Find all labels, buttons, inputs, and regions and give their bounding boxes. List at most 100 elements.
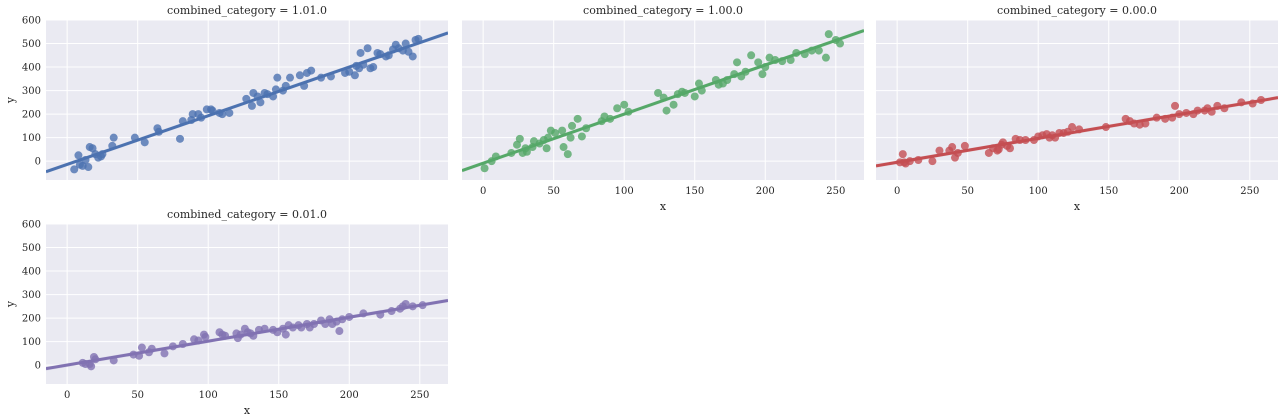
scatter-point	[363, 44, 372, 53]
panel-title: combined_category = 1.00.0	[583, 4, 743, 17]
scatter-point	[563, 150, 572, 159]
scatter-point	[654, 88, 663, 97]
scatter-point	[754, 58, 763, 67]
panel-title: combined_category = 0.01.0	[167, 208, 327, 221]
plot-content	[46, 298, 448, 371]
y-tick-label: 400	[22, 267, 41, 278]
x-tick-label: 50	[131, 390, 144, 401]
x-tick-label: 100	[615, 186, 634, 197]
regression-line	[876, 96, 1278, 168]
scatter-point	[928, 157, 937, 166]
scatter-point	[350, 71, 359, 80]
scatter-point	[256, 98, 265, 107]
y-tick-label: 300	[22, 86, 41, 97]
scatter-point	[662, 106, 671, 115]
x-tick-label: 0	[894, 186, 900, 197]
y-tick-label: 100	[22, 133, 41, 144]
scatter-point	[109, 133, 118, 142]
x-tick-label: 100	[199, 390, 218, 401]
x-tick-label: 250	[826, 186, 845, 197]
scatter-point	[286, 73, 295, 82]
scatter-point	[559, 143, 568, 152]
x-tick-label: 200	[340, 390, 359, 401]
y-tick-label: 0	[35, 157, 41, 168]
scatter-point	[948, 143, 957, 152]
y-tick-label: 100	[22, 337, 41, 348]
x-tick-label: 0	[480, 186, 486, 197]
x-axis-label: x	[244, 404, 251, 417]
scatter-point	[568, 121, 577, 130]
scatter-point	[747, 51, 756, 60]
y-axis-label: y	[4, 96, 17, 104]
scatter-point	[369, 63, 378, 72]
y-tick-label: 400	[22, 63, 41, 74]
scatter-point	[733, 58, 742, 67]
facet-panel-3: combined_category = 0.00.0 0 50 100 150 200 25…	[876, 4, 1278, 213]
y-tick-label: 500	[22, 39, 41, 50]
scatter-point	[515, 134, 524, 143]
scatter-point	[620, 100, 629, 109]
scatter-point	[480, 164, 489, 173]
scatter-point	[201, 332, 210, 341]
scatter-point	[542, 144, 551, 153]
scatter-point	[408, 52, 417, 61]
x-tick-label: 50	[547, 186, 560, 197]
y-tick-label: 200	[22, 110, 41, 121]
plot-content	[462, 28, 864, 173]
regression-line	[46, 31, 448, 174]
x-tick-label: 100	[1029, 186, 1048, 197]
scatter-point	[669, 100, 678, 109]
scatter-point	[836, 39, 845, 48]
panel-title: combined_category = 1.01.0	[167, 4, 327, 17]
scatter-point	[551, 128, 560, 137]
facet-panel-4: combined_category = 0.01.0 0 100 200 300 400 5…	[4, 208, 448, 417]
x-axis-label: x	[1074, 200, 1081, 213]
y-tick-label: 600	[22, 16, 41, 27]
regression-line	[46, 298, 448, 371]
y-tick-label: 200	[22, 314, 41, 325]
scatter-point	[558, 126, 567, 135]
panel-title: combined_category = 0.00.0	[997, 4, 1157, 17]
scatter-point	[1006, 144, 1014, 153]
scatter-point	[84, 163, 93, 172]
regression-line	[462, 29, 864, 173]
x-tick-label: 150	[685, 186, 704, 197]
scatter-point	[273, 73, 282, 82]
scatter-point	[188, 110, 197, 119]
scatter-point	[821, 53, 830, 62]
scatter-point	[935, 146, 944, 155]
scatter-point	[140, 138, 149, 147]
scatter-point	[247, 101, 256, 110]
scatter-point	[613, 104, 622, 113]
scatter-point	[225, 108, 234, 117]
scatter-point	[573, 114, 582, 123]
y-tick-label: 600	[22, 220, 41, 231]
y-tick-label: 300	[22, 290, 41, 301]
scatter-point	[694, 79, 703, 88]
y-axis-label: y	[4, 300, 17, 308]
facet-panel-2: combined_category = 1.00.0 0 50 100 150 200 25…	[462, 4, 864, 213]
x-tick-label: 50	[961, 186, 974, 197]
scatter-point	[356, 48, 365, 57]
scatter-point	[690, 92, 699, 101]
scatter-point	[307, 66, 316, 75]
x-tick-label: 0	[64, 390, 70, 401]
scatter-point	[87, 362, 96, 371]
scatter-point	[295, 71, 304, 80]
x-tick-label: 250	[410, 390, 429, 401]
scatter-point	[566, 133, 575, 142]
plot-content	[876, 95, 1278, 168]
scatter-point	[960, 141, 969, 150]
x-tick-label: 250	[1240, 186, 1259, 197]
scatter-point	[176, 134, 184, 143]
scatter-point	[898, 150, 907, 159]
y-tick-label: 0	[35, 361, 41, 372]
x-tick-label: 200	[756, 186, 775, 197]
plot-content	[46, 31, 448, 174]
scatter-point	[758, 70, 767, 79]
y-tick-label: 500	[22, 243, 41, 254]
x-tick-label: 200	[1170, 186, 1189, 197]
scatter-point	[577, 132, 586, 141]
scatter-point	[70, 165, 79, 174]
